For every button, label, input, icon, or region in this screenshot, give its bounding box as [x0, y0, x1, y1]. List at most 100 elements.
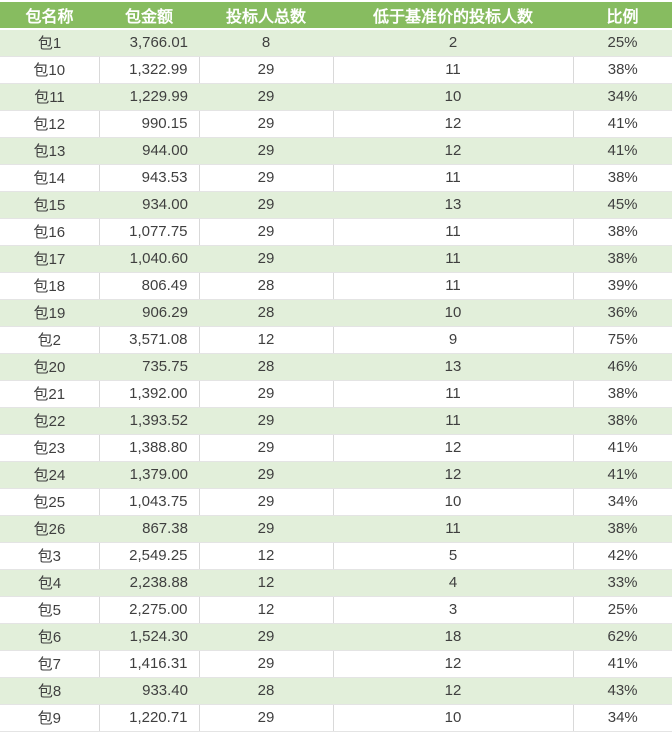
cell-total-bidders[interactable]: 8	[261, 34, 271, 52]
cell-below-base-bidders[interactable]: 11	[332, 271, 573, 300]
cell-total-bidders[interactable]: 28	[257, 358, 275, 375]
cell-package-amount[interactable]: 2,238.88	[129, 574, 188, 591]
cell-package-name[interactable]: 包18	[0, 271, 99, 300]
cell-total-bidders[interactable]: 29	[257, 520, 275, 537]
cell-below-base-bidders[interactable]: 5	[332, 541, 573, 570]
cell-total-bidders[interactable]: 29	[198, 109, 333, 138]
cell-package-name[interactable]: 包22	[33, 413, 66, 430]
cell-package-amount[interactable]: 2,275.00	[98, 595, 199, 624]
cell-total-bidders[interactable]: 12	[198, 595, 333, 624]
cell-total-bidders[interactable]: 29	[257, 466, 275, 483]
cell-package-amount[interactable]: 933.40	[142, 682, 188, 699]
cell-total-bidders[interactable]: 28	[198, 271, 333, 300]
cell-total-bidders[interactable]: 29	[257, 142, 275, 159]
cell-ratio[interactable]: 38%	[607, 520, 638, 537]
cell-ratio[interactable]: 45%	[607, 196, 638, 213]
cell-below-base-bidders[interactable]: 10	[332, 703, 573, 732]
cell-package-amount[interactable]: 1,388.80	[98, 433, 199, 462]
cell-package-name[interactable]: 包21	[0, 379, 99, 408]
header-package-name[interactable]: 包名称	[0, 0, 99, 30]
cell-ratio[interactable]: 34%	[572, 487, 672, 516]
cell-below-base-bidders[interactable]: 10	[444, 304, 462, 321]
cell-ratio[interactable]: 39%	[572, 271, 672, 300]
cell-ratio[interactable]: 38%	[572, 379, 672, 408]
cell-below-base-bidders[interactable]: 11	[445, 412, 461, 429]
cell-package-name[interactable]: 包24	[33, 467, 66, 484]
cell-package-amount[interactable]: 735.75	[142, 358, 188, 375]
cell-package-name[interactable]: 包8	[37, 683, 62, 700]
cell-below-base-bidders[interactable]: 11	[332, 217, 573, 246]
cell-ratio[interactable]: 38%	[607, 250, 638, 267]
cell-below-base-bidders[interactable]: 11	[332, 55, 573, 84]
cell-ratio[interactable]: 41%	[572, 649, 672, 678]
cell-ratio[interactable]: 38%	[572, 217, 672, 246]
cell-total-bidders[interactable]: 29	[198, 649, 333, 678]
cell-package-amount[interactable]: 806.49	[98, 271, 199, 300]
header-package-amount[interactable]: 包金额	[99, 0, 199, 30]
cell-total-bidders[interactable]: 29	[198, 433, 333, 462]
cell-package-name[interactable]: 包13	[33, 143, 66, 160]
cell-ratio[interactable]: 42%	[572, 541, 672, 570]
cell-package-name[interactable]: 包9	[0, 703, 99, 732]
cell-total-bidders[interactable]: 29	[257, 412, 275, 429]
cell-package-name[interactable]: 包3	[0, 541, 99, 570]
cell-package-amount[interactable]: 1,393.52	[129, 412, 188, 429]
cell-package-amount[interactable]: 3,571.08	[98, 325, 199, 354]
cell-total-bidders[interactable]: 28	[257, 304, 275, 321]
cell-package-amount[interactable]: 1,043.75	[98, 487, 199, 516]
cell-ratio[interactable]: 34%	[607, 88, 638, 105]
cell-below-base-bidders[interactable]: 12	[332, 109, 573, 138]
cell-total-bidders[interactable]: 28	[257, 682, 275, 699]
cell-package-name[interactable]: 包10	[0, 55, 99, 84]
cell-below-base-bidders[interactable]: 12	[332, 433, 573, 462]
cell-package-name[interactable]: 包14	[0, 163, 99, 192]
cell-total-bidders[interactable]: 29	[257, 628, 275, 645]
cell-package-name[interactable]: 包26	[33, 521, 66, 538]
cell-ratio[interactable]: 62%	[607, 628, 638, 645]
cell-below-base-bidders[interactable]: 12	[332, 649, 573, 678]
cell-ratio[interactable]: 75%	[572, 325, 672, 354]
cell-package-name[interactable]: 包7	[0, 649, 99, 678]
cell-package-amount[interactable]: 1,379.00	[129, 466, 188, 483]
cell-total-bidders[interactable]: 29	[257, 196, 275, 213]
cell-package-amount[interactable]: 1,416.31	[98, 649, 199, 678]
cell-package-name[interactable]: 包19	[33, 305, 66, 322]
cell-total-bidders[interactable]: 29	[198, 163, 333, 192]
cell-below-base-bidders[interactable]: 12	[444, 682, 462, 699]
cell-below-base-bidders[interactable]: 18	[444, 628, 462, 645]
cell-package-amount[interactable]: 990.15	[98, 109, 199, 138]
cell-ratio[interactable]: 41%	[607, 466, 638, 483]
cell-below-base-bidders[interactable]: 13	[444, 196, 462, 213]
cell-package-name[interactable]: 包15	[33, 197, 66, 214]
cell-package-name[interactable]: 包23	[0, 433, 99, 462]
cell-package-amount[interactable]: 934.00	[142, 196, 188, 213]
cell-ratio[interactable]: 41%	[572, 109, 672, 138]
cell-total-bidders[interactable]: 29	[198, 55, 333, 84]
cell-package-name[interactable]: 包2	[0, 325, 99, 354]
cell-ratio[interactable]: 46%	[607, 358, 638, 375]
cell-package-amount[interactable]: 1,229.99	[129, 88, 188, 105]
cell-package-name[interactable]: 包20	[33, 359, 66, 376]
cell-package-name[interactable]: 包11	[34, 89, 65, 106]
cell-package-amount[interactable]: 906.29	[142, 304, 188, 321]
cell-below-base-bidders[interactable]: 11	[445, 250, 461, 267]
cell-below-base-bidders[interactable]: 11	[445, 520, 461, 537]
cell-below-base-bidders[interactable]: 13	[444, 358, 462, 375]
cell-ratio[interactable]: 41%	[572, 433, 672, 462]
cell-package-amount[interactable]: 3,766.01	[129, 34, 188, 52]
cell-ratio[interactable]: 38%	[572, 55, 672, 84]
cell-ratio[interactable]: 25%	[572, 595, 672, 624]
cell-ratio[interactable]: 41%	[607, 142, 638, 159]
cell-package-name[interactable]: 包12	[0, 109, 99, 138]
cell-total-bidders[interactable]: 29	[198, 703, 333, 732]
cell-total-bidders[interactable]: 12	[198, 541, 333, 570]
cell-below-base-bidders[interactable]: 3	[332, 595, 573, 624]
cell-package-amount[interactable]: 1,392.00	[98, 379, 199, 408]
cell-ratio[interactable]: 38%	[607, 412, 638, 429]
cell-total-bidders[interactable]: 29	[198, 487, 333, 516]
cell-package-amount[interactable]: 944.00	[142, 142, 188, 159]
cell-ratio[interactable]: 43%	[607, 682, 638, 699]
cell-package-name[interactable]: 包4	[37, 575, 62, 592]
cell-total-bidders[interactable]: 29	[198, 217, 333, 246]
cell-package-name[interactable]: 包16	[0, 217, 99, 246]
